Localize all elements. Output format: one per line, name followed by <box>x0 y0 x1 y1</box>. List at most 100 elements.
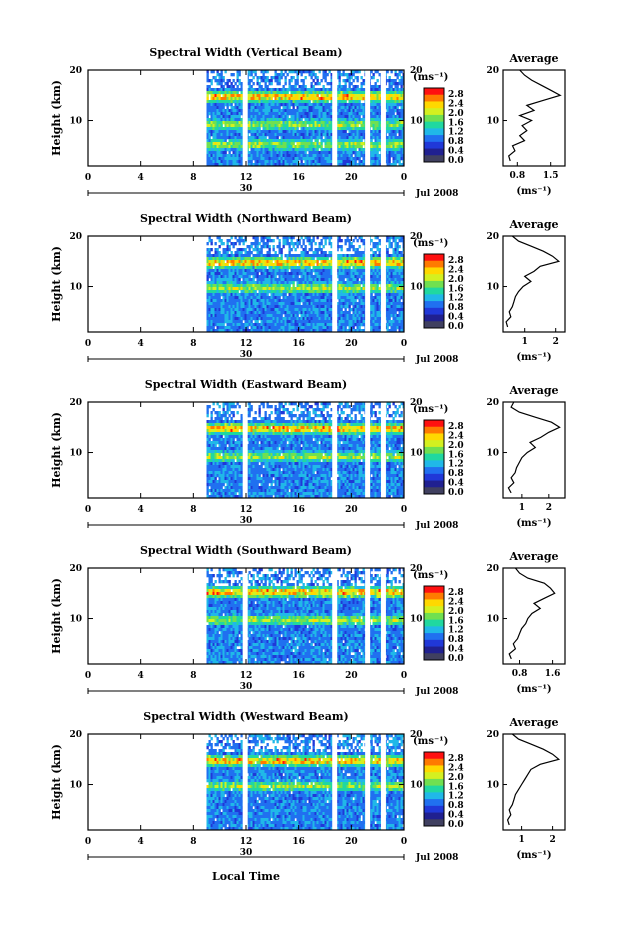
colorbar-tick-label: 2.8 <box>448 256 464 266</box>
x-tick-label: 16 <box>292 671 305 681</box>
colorbar-swatch <box>424 426 444 434</box>
colorbar-swatch <box>424 619 444 627</box>
average-x-tick-label: 2 <box>549 835 555 845</box>
y-tick-label-right: 10 <box>410 781 423 791</box>
colorbar-swatch <box>424 307 444 315</box>
colorbar-swatch <box>424 108 444 116</box>
colorbar-tick-label: 1.6 <box>448 782 464 792</box>
colorbar-unit: (ms⁻¹) <box>413 72 448 83</box>
colorbar-swatch <box>424 487 444 495</box>
average-x-tick-label: 2 <box>546 503 552 513</box>
colorbar-swatch <box>424 586 444 594</box>
colorbar-tick-label: 2.8 <box>448 754 464 764</box>
x-tick-label: 20 <box>345 671 358 681</box>
colorbar-swatch <box>424 805 444 813</box>
colorbar-tick-label: 0.8 <box>448 137 464 147</box>
colorbar-swatch <box>424 612 444 621</box>
average-y-tick-label: 10 <box>486 117 499 127</box>
x-tick-label: 16 <box>292 339 305 349</box>
average-profile-line <box>507 401 561 494</box>
panel-title: Spectral Width (Northward Beam) <box>140 212 352 225</box>
colorbar-swatch <box>424 420 444 428</box>
y-tick-label-right: 10 <box>410 615 423 625</box>
colorbar-tick-label: 0.0 <box>448 654 464 664</box>
colorbar-tick-label: 1.6 <box>448 616 464 626</box>
colorbar-tick-label: 0.4 <box>448 645 464 655</box>
colorbar-swatch <box>424 121 444 129</box>
y-tick-label: 20 <box>69 66 82 76</box>
x-tick-label: 8 <box>190 671 196 681</box>
colorbar-tick-label: 2.8 <box>448 422 464 432</box>
colorbar-swatch <box>424 633 444 641</box>
y-tick-label-right: 10 <box>410 449 423 459</box>
colorbar-tick-label: 2.4 <box>448 265 464 275</box>
x-tick-label: 20 <box>345 173 358 183</box>
colorbar-swatch <box>424 812 444 820</box>
y-tick-label: 20 <box>69 730 82 740</box>
colorbar-swatch <box>424 301 444 309</box>
colorbar-frame <box>423 751 445 827</box>
data-gap <box>380 734 386 830</box>
data-gap <box>365 236 371 332</box>
x-tick-label: 0 <box>401 837 407 847</box>
colorbar-tick-label: 2.0 <box>448 607 464 617</box>
colorbar-swatch <box>424 94 444 102</box>
colorbar-swatch <box>424 440 444 448</box>
colorbar-swatch <box>424 294 444 302</box>
data-gap <box>365 70 371 166</box>
colorbar-swatch <box>424 148 444 156</box>
average-x-tick-label: 1.6 <box>545 669 561 679</box>
panel-title: Spectral Width (Westward Beam) <box>143 710 348 723</box>
heatmap-cells <box>206 236 404 332</box>
day-label: 30 <box>240 682 253 692</box>
data-gap <box>365 402 371 498</box>
y-axis-label: Height (km) <box>50 412 63 488</box>
average-x-tick-label: 1 <box>522 337 528 347</box>
average-profile-line <box>505 235 561 328</box>
y-tick-label: 10 <box>69 283 82 293</box>
x-tick-label: 12 <box>240 671 253 681</box>
y-tick-label-right: 20 <box>410 730 423 740</box>
colorbar-swatch <box>424 772 444 780</box>
y-tick-label: 10 <box>69 781 82 791</box>
colorbar-swatch <box>424 799 444 807</box>
colorbar-tick-label: 0.8 <box>448 469 464 479</box>
average-frame <box>502 733 566 831</box>
y-tick-label: 20 <box>69 398 82 408</box>
x-tick-label: 0 <box>401 505 407 515</box>
average-title: Average <box>508 218 558 231</box>
average-x-tick-label: 1.5 <box>543 171 559 181</box>
average-profile-line <box>508 567 556 660</box>
colorbar-tick-label: 0.0 <box>448 488 464 498</box>
colorbar-tick-label: 0.8 <box>448 635 464 645</box>
data-gap <box>380 568 386 664</box>
colorbar-swatch <box>424 626 444 634</box>
date-label: Jul 2008 <box>415 521 458 531</box>
data-gap <box>242 734 248 830</box>
colorbar-swatch <box>424 321 444 329</box>
colorbar-swatch <box>424 453 444 461</box>
colorbar-swatch <box>424 446 444 455</box>
colorbar-tick-label: 0.8 <box>448 801 464 811</box>
colorbar-tick-label: 1.2 <box>448 460 464 470</box>
x-tick-label: 16 <box>292 173 305 183</box>
colorbar-unit: (ms⁻¹) <box>413 404 448 415</box>
x-tick-label: 8 <box>190 837 196 847</box>
average-x-tick-label: 1 <box>518 835 524 845</box>
colorbar-frame <box>423 585 445 661</box>
panel-title: Spectral Width (Eastward Beam) <box>145 378 347 391</box>
colorbar-tick-label: 0.8 <box>448 303 464 313</box>
average-y-tick-label: 20 <box>486 564 499 574</box>
x-tick-label: 0 <box>401 339 407 349</box>
average-frame <box>502 567 566 665</box>
colorbar-swatch <box>424 460 444 468</box>
data-gap <box>380 402 386 498</box>
colorbar-tick-label: 0.4 <box>448 479 464 489</box>
colorbar-swatch <box>424 114 444 123</box>
colorbar-swatch <box>424 260 444 268</box>
colorbar-swatch <box>424 433 444 441</box>
data-gap <box>242 402 248 498</box>
x-tick-label: 4 <box>138 173 144 183</box>
colorbar-tick-label: 2.0 <box>448 773 464 783</box>
